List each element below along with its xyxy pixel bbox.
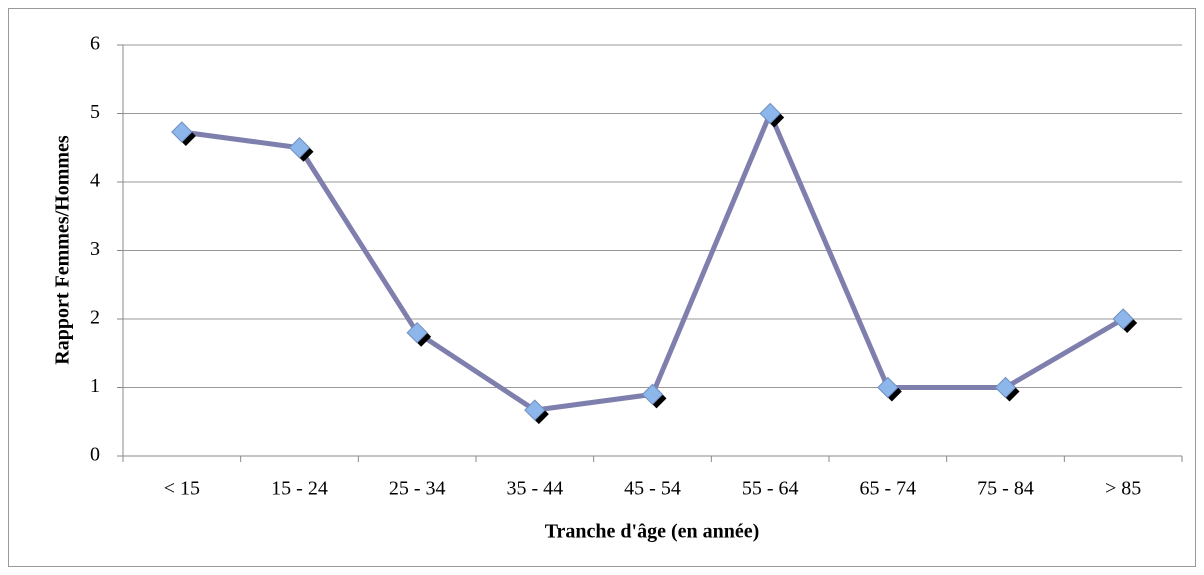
marker bbox=[759, 102, 781, 125]
y-tick-label: 3 bbox=[90, 238, 100, 260]
marker bbox=[406, 321, 428, 344]
marker bbox=[994, 376, 1017, 399]
y-tick-label: 5 bbox=[90, 101, 100, 123]
x-tick-label: 55 - 64 bbox=[742, 478, 799, 500]
marker bbox=[288, 137, 311, 159]
y-tick-label: 2 bbox=[90, 307, 100, 329]
x-tick-label: 35 - 44 bbox=[506, 478, 563, 500]
marker bbox=[1112, 308, 1134, 330]
chart-frame bbox=[8, 8, 1196, 567]
x-tick-label: > 85 bbox=[1105, 478, 1141, 500]
x-tick-label: 15 - 24 bbox=[271, 478, 328, 500]
y-tick-label: 6 bbox=[90, 33, 100, 55]
marker bbox=[877, 376, 899, 399]
x-axis-title: Tranche d'âge (en année) bbox=[545, 521, 760, 543]
y-tick-label: 0 bbox=[90, 444, 100, 466]
y-tick-label: 1 bbox=[90, 375, 100, 397]
x-tick-label: 65 - 74 bbox=[859, 478, 916, 500]
marker bbox=[524, 399, 546, 421]
marker bbox=[641, 383, 664, 406]
x-tick-label: 45 - 54 bbox=[624, 478, 681, 500]
y-axis-title: Rapport Femmes/Hommes bbox=[52, 135, 74, 365]
y-tick-label: 4 bbox=[90, 170, 100, 192]
x-tick-label: < 15 bbox=[164, 478, 200, 500]
x-tick-label: 75 - 84 bbox=[977, 478, 1034, 500]
x-tick-label: 25 - 34 bbox=[389, 478, 446, 500]
marker bbox=[171, 121, 193, 143]
